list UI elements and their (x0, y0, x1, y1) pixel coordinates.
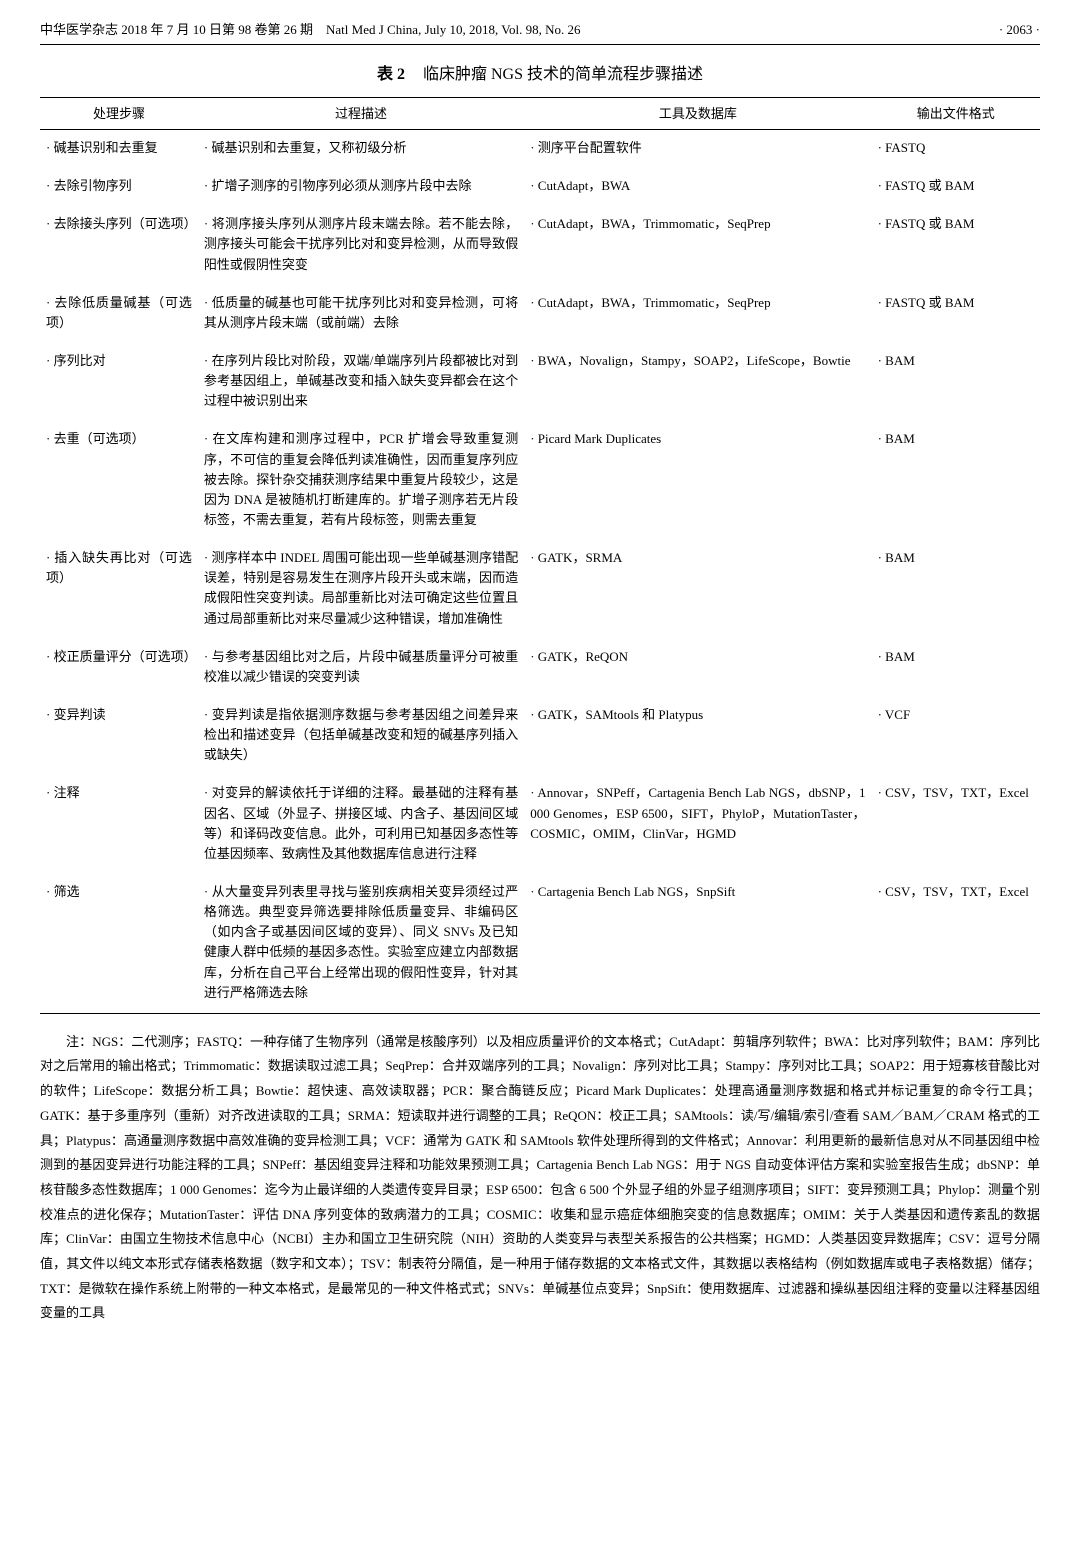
cell-desc: · 对变异的解读依托于详细的注释。最基础的注释有基因名、区域（外显子、拼接区域、… (198, 775, 524, 874)
table-row: · 筛选· 从大量变异列表里寻找与鉴别疾病相关变异须经过严格筛选。典型变异筛选要… (40, 874, 1040, 1013)
cell-desc: · 碱基识别和去重复，又称初级分析 (198, 130, 524, 169)
cell-tools: · 测序平台配置软件 (524, 130, 871, 169)
cell-step: · 去除引物序列 (40, 168, 198, 206)
cell-step: · 注释 (40, 775, 198, 874)
cell-out: · BAM (872, 421, 1040, 540)
table-title: 临床肿瘤 NGS 技术的简单流程步骤描述 (423, 66, 703, 83)
table-row: · 校正质量评分（可选项）· 与参考基因组比对之后，片段中碱基质量评分可被重校准… (40, 639, 1040, 697)
cell-desc: · 低质量的碱基也可能干扰序列比对和变异检测，可将其从测序片段末端（或前端）去除 (198, 285, 524, 343)
col-header-step: 处理步骤 (40, 97, 198, 130)
table-row: · 去除低质量碱基（可选项）· 低质量的碱基也可能干扰序列比对和变异检测，可将其… (40, 285, 1040, 343)
cell-step: · 去除低质量碱基（可选项） (40, 285, 198, 343)
cell-tools: · BWA，Novalign，Stampy，SOAP2，LifeScope，Bo… (524, 343, 871, 421)
table-body: · 碱基识别和去重复· 碱基识别和去重复，又称初级分析· 测序平台配置软件· F… (40, 130, 1040, 1014)
col-header-tools: 工具及数据库 (524, 97, 871, 130)
cell-desc: · 在序列片段比对阶段，双端/单端序列片段都被比对到参考基因组上，单碱基改变和插… (198, 343, 524, 421)
cell-desc: · 与参考基因组比对之后，片段中碱基质量评分可被重校准以减少错误的突变判读 (198, 639, 524, 697)
table-row: · 碱基识别和去重复· 碱基识别和去重复，又称初级分析· 测序平台配置软件· F… (40, 130, 1040, 169)
table-row: · 注释· 对变异的解读依托于详细的注释。最基础的注释有基因名、区域（外显子、拼… (40, 775, 1040, 874)
cell-tools: · CutAdapt，BWA，Trimmomatic，SeqPrep (524, 206, 871, 284)
cell-tools: · Annovar，SNPeff，Cartagenia Bench Lab NG… (524, 775, 871, 874)
cell-desc: · 变异判读是指依据测序数据与参考基因组之间差异来检出和描述变异（包括单碱基改变… (198, 697, 524, 775)
running-head-left: 中华医学杂志 2018 年 7 月 10 日第 98 卷第 26 期 Natl … (40, 20, 580, 40)
col-header-output: 输出文件格式 (872, 97, 1040, 130)
running-head: 中华医学杂志 2018 年 7 月 10 日第 98 卷第 26 期 Natl … (40, 20, 1040, 45)
cell-desc: · 扩增子测序的引物序列必须从测序片段中去除 (198, 168, 524, 206)
cell-tools: · GATK，ReQON (524, 639, 871, 697)
ngs-workflow-table: 处理步骤 过程描述 工具及数据库 输出文件格式 · 碱基识别和去重复· 碱基识别… (40, 97, 1040, 1014)
cell-out: · FASTQ (872, 130, 1040, 169)
cell-desc: · 从大量变异列表里寻找与鉴别疾病相关变异须经过严格筛选。典型变异筛选要排除低质… (198, 874, 524, 1013)
running-head-right: · 2063 · (999, 20, 1040, 40)
table-footnote: 注：NGS：二代测序；FASTQ：一种存储了生物序列（通常是核酸序列）以及相应质… (40, 1030, 1040, 1326)
cell-tools: · GATK，SAMtools 和 Platypus (524, 697, 871, 775)
cell-step: · 筛选 (40, 874, 198, 1013)
table-row: · 去重（可选项）· 在文库构建和测序过程中，PCR 扩增会导致重复测序，不可信… (40, 421, 1040, 540)
table-row: · 变异判读· 变异判读是指依据测序数据与参考基因组之间差异来检出和描述变异（包… (40, 697, 1040, 775)
cell-step: · 去除接头序列（可选项） (40, 206, 198, 284)
cell-out: · BAM (872, 540, 1040, 639)
cell-step: · 去重（可选项） (40, 421, 198, 540)
cell-out: · BAM (872, 639, 1040, 697)
cell-out: · FASTQ 或 BAM (872, 206, 1040, 284)
cell-out: · FASTQ 或 BAM (872, 285, 1040, 343)
col-header-desc: 过程描述 (198, 97, 524, 130)
cell-out: · FASTQ 或 BAM (872, 168, 1040, 206)
cell-step: · 序列比对 (40, 343, 198, 421)
cell-out: · VCF (872, 697, 1040, 775)
cell-step: · 碱基识别和去重复 (40, 130, 198, 169)
cell-step: · 校正质量评分（可选项） (40, 639, 198, 697)
cell-desc: · 测序样本中 INDEL 周围可能出现一些单碱基测序错配误差，特别是容易发生在… (198, 540, 524, 639)
cell-step: · 插入缺失再比对（可选项） (40, 540, 198, 639)
table-number: 表 2 (377, 66, 405, 83)
table-row: · 去除引物序列· 扩增子测序的引物序列必须从测序片段中去除· CutAdapt… (40, 168, 1040, 206)
cell-desc: · 在文库构建和测序过程中，PCR 扩增会导致重复测序，不可信的重复会降低判读准… (198, 421, 524, 540)
table-row: · 序列比对· 在序列片段比对阶段，双端/单端序列片段都被比对到参考基因组上，单… (40, 343, 1040, 421)
cell-out: · CSV，TSV，TXT，Excel (872, 775, 1040, 874)
cell-out: · CSV，TSV，TXT，Excel (872, 874, 1040, 1013)
cell-tools: · GATK，SRMA (524, 540, 871, 639)
cell-tools: · CutAdapt，BWA (524, 168, 871, 206)
cell-tools: · Cartagenia Bench Lab NGS，SnpSift (524, 874, 871, 1013)
cell-tools: · Picard Mark Duplicates (524, 421, 871, 540)
table-row: · 去除接头序列（可选项）· 将测序接头序列从测序片段末端去除。若不能去除，测序… (40, 206, 1040, 284)
cell-out: · BAM (872, 343, 1040, 421)
table-header-row: 处理步骤 过程描述 工具及数据库 输出文件格式 (40, 97, 1040, 130)
table-caption: 表 2 临床肿瘤 NGS 技术的简单流程步骤描述 (40, 63, 1040, 87)
cell-step: · 变异判读 (40, 697, 198, 775)
table-row: · 插入缺失再比对（可选项）· 测序样本中 INDEL 周围可能出现一些单碱基测… (40, 540, 1040, 639)
cell-desc: · 将测序接头序列从测序片段末端去除。若不能去除，测序接头可能会干扰序列比对和变… (198, 206, 524, 284)
cell-tools: · CutAdapt，BWA，Trimmomatic，SeqPrep (524, 285, 871, 343)
